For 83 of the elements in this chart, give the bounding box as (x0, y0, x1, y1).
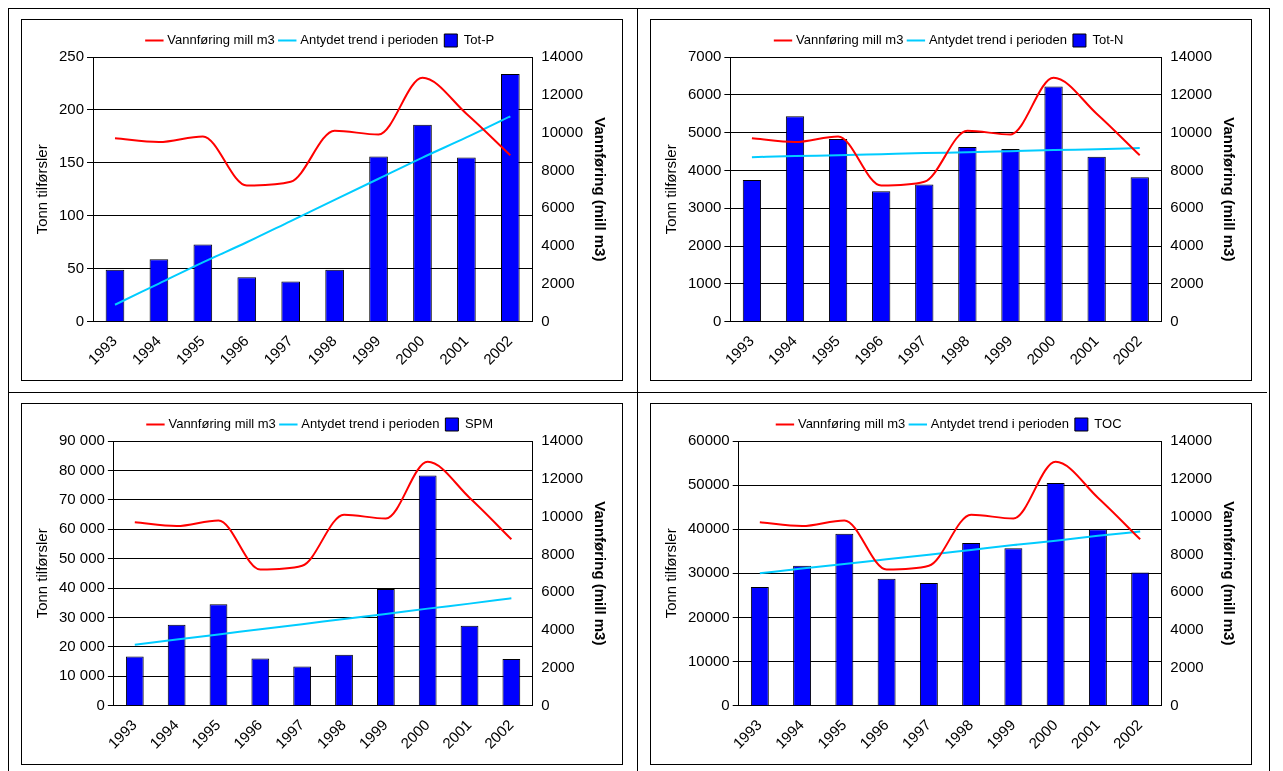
y2-tick-label: 8000 (1170, 160, 1204, 178)
y-tick-label: 70 000 (58, 489, 105, 507)
y2-tick-label: 14000 (1170, 47, 1213, 65)
y-tick-label: 7000 (687, 47, 722, 65)
y2-tick-label: 0 (1170, 311, 1179, 329)
y2-tick-label: 14000 (541, 47, 584, 65)
y-axis-title: Tonn tilførsler (33, 528, 51, 619)
y2-tick-label: 6000 (1170, 198, 1204, 216)
y2-tick-label: 4000 (541, 620, 575, 638)
y2-tick-label: 10000 (541, 122, 584, 140)
y2-tick-label: 2000 (1170, 274, 1204, 292)
legend-label: Antydet trend i perioden (300, 32, 439, 48)
y2-tick-label: 4000 (541, 236, 575, 254)
y-axis-title: Tonn tilførsler (662, 144, 680, 235)
y-tick-label: 100 (59, 205, 85, 223)
y2-tick-label: 0 (541, 695, 550, 713)
y-tick-label: 0 (75, 311, 85, 329)
y2-tick-label: 12000 (541, 468, 584, 486)
y2-tick-label: 6000 (541, 198, 575, 216)
y-tick-label: 150 (59, 153, 85, 171)
y2-tick-label: 2000 (1170, 658, 1204, 676)
y-tick-label: 40 000 (58, 578, 105, 596)
y-axis-title: Tonn tilførsler (33, 144, 51, 235)
y2-tick-label: 4000 (1170, 236, 1204, 254)
y-tick-label: 50 000 (58, 548, 105, 566)
y-tick-label: 1000 (687, 274, 722, 292)
y2-tick-label: 2000 (541, 658, 575, 676)
y2-tick-label: 8000 (541, 544, 575, 562)
y2-axis-title: Vannføring (mill m3) (591, 117, 609, 262)
y2-tick-label: 4000 (1170, 620, 1204, 638)
y2-axis-title: Vannføring (mill m3) (1220, 501, 1238, 646)
y-tick-label: 20000 (687, 607, 730, 625)
y-tick-label: 30000 (687, 563, 730, 581)
y-tick-label: 10 000 (58, 666, 105, 684)
legend-label: Vannføring mill m3 (168, 416, 276, 432)
y2-tick-label: 12000 (1170, 468, 1213, 486)
y-tick-label: 5000 (687, 122, 722, 140)
y-tick-label: 30 000 (58, 607, 105, 625)
y-tick-label: 3000 (687, 198, 722, 216)
y2-tick-label: 0 (1170, 695, 1179, 713)
y-tick-label: 2000 (687, 236, 722, 254)
y2-tick-label: 10000 (541, 506, 584, 524)
y2-tick-label: 12000 (541, 84, 584, 102)
y-tick-label: 40000 (687, 519, 730, 537)
y-tick-label: 0 (721, 695, 730, 713)
legend-label: Vannføring mill m3 (796, 32, 904, 48)
y-tick-label: 60000 (687, 431, 730, 449)
legend-label: Tot-N (1092, 32, 1124, 48)
y-tick-label: 6000 (687, 84, 722, 102)
legend-label: Antydet trend i perioden (301, 416, 440, 432)
legend-label: Vannføring mill m3 (167, 32, 275, 48)
y-tick-label: 20 000 (58, 637, 105, 654)
y-tick-label: 50000 (687, 475, 730, 493)
y-tick-label: 250 (59, 47, 85, 65)
y2-tick-label: 6000 (541, 582, 575, 600)
y2-tick-label: 12000 (1170, 84, 1213, 102)
y-tick-label: 0 (96, 695, 105, 713)
y-axis-title: Tonn tilførsler (662, 528, 680, 619)
y-tick-label: 200 (59, 100, 85, 118)
legend-label: Antydet trend i perioden (928, 32, 1067, 48)
y-tick-label: 80 000 (58, 460, 105, 478)
y2-tick-label: 14000 (541, 431, 584, 449)
y-tick-label: 4000 (687, 160, 722, 178)
y2-tick-label: 6000 (1170, 582, 1204, 600)
y2-axis-title: Vannføring (mill m3) (591, 501, 609, 646)
legend-label: TOC (1094, 416, 1122, 432)
y-tick-label: 60 000 (58, 519, 105, 537)
y-tick-label: 10000 (687, 651, 730, 669)
y2-axis-title: Vannføring (mill m3) (1220, 117, 1238, 262)
legend-label: SPM (464, 416, 494, 432)
y2-tick-label: 14000 (1170, 431, 1213, 449)
y-tick-label: 50 (67, 258, 85, 276)
y-tick-label: 0 (713, 311, 722, 329)
y2-tick-label: 0 (541, 311, 550, 329)
y-tick-label: 90 000 (58, 431, 105, 449)
y2-tick-label: 10000 (1170, 122, 1213, 140)
legend-label: Vannføring mill m3 (797, 416, 906, 432)
y2-tick-label: 8000 (1170, 544, 1204, 562)
y2-tick-label: 8000 (541, 160, 575, 178)
y2-tick-label: 10000 (1170, 506, 1213, 524)
legend-label: Tot-P (463, 32, 495, 48)
legend-label: Antydet trend i perioden (930, 416, 1069, 432)
y2-tick-label: 2000 (541, 274, 575, 292)
